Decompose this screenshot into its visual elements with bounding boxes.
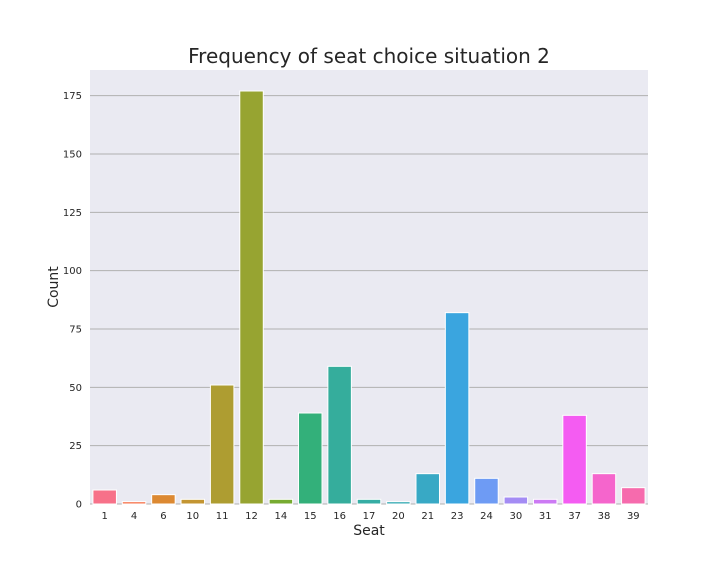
- x-tick-label: 30: [509, 511, 522, 522]
- bar-seat-12: [239, 90, 264, 505]
- bar-seat-1: [92, 489, 117, 505]
- bar-seat-24: [474, 477, 499, 505]
- x-tick-label: 20: [392, 511, 405, 522]
- x-tick-label: 39: [627, 511, 640, 522]
- bar-seat-11: [209, 384, 235, 505]
- y-tick-label: 175: [63, 91, 82, 102]
- x-tick-label: 31: [539, 511, 552, 522]
- x-axis-label: Seat: [353, 523, 385, 539]
- plot-area: [90, 70, 648, 504]
- bar-seat-30: [503, 496, 529, 505]
- bar-seat-23: [444, 312, 470, 505]
- y-tick-label: 150: [63, 150, 82, 161]
- bar-seat-10: [180, 498, 206, 505]
- bar-seat-17: [356, 498, 382, 505]
- bar-seat-39: [621, 487, 646, 505]
- y-tick-label: 25: [69, 441, 82, 452]
- x-tick-label: 1: [101, 511, 107, 522]
- y-tick-label: 100: [63, 266, 82, 277]
- x-tick-label: 11: [216, 511, 229, 522]
- bar-seat-15: [298, 412, 323, 505]
- x-tick-label: 4: [131, 511, 137, 522]
- y-tick-label: 75: [69, 325, 82, 336]
- x-tick-label: 38: [598, 511, 611, 522]
- bar-seat-4: [121, 501, 147, 505]
- x-tick-label: 10: [186, 511, 199, 522]
- bar-seat-14: [268, 498, 294, 505]
- y-tick-label: 50: [69, 383, 82, 394]
- bar-seat-20: [386, 501, 411, 505]
- y-tick-label: 0: [76, 500, 82, 511]
- x-tick-label: 21: [421, 511, 434, 522]
- x-tick-labels: 1 4 6 10 11 12 14 15 16 17 20 21 23 24 30 31 37 38 39: [101, 511, 639, 522]
- y-tick-label: 125: [63, 208, 82, 219]
- bar-seat-21: [415, 473, 440, 505]
- x-tick-label: 15: [304, 511, 317, 522]
- x-tick-label: 24: [480, 511, 493, 522]
- x-tick-label: 14: [275, 511, 288, 522]
- x-tick-label: 6: [160, 511, 166, 522]
- x-tick-label: 23: [451, 511, 464, 522]
- bar-seat-16: [327, 365, 352, 505]
- bars: [92, 90, 646, 505]
- x-tick-label: 37: [568, 511, 581, 522]
- y-axis-label: Count: [46, 266, 62, 308]
- bar-seat-37: [562, 414, 587, 505]
- x-tick-label: 16: [333, 511, 346, 522]
- chart-title: Frequency of seat choice situation 2: [188, 44, 550, 68]
- x-tick-label: 12: [245, 511, 258, 522]
- y-tick-labels: 0 25 50 75 100 125 150 175: [63, 91, 82, 510]
- bar-seat-6: [151, 494, 176, 505]
- bar-seat-38: [591, 473, 617, 505]
- bar-seat-31: [532, 498, 558, 505]
- x-tick-label: 17: [363, 511, 376, 522]
